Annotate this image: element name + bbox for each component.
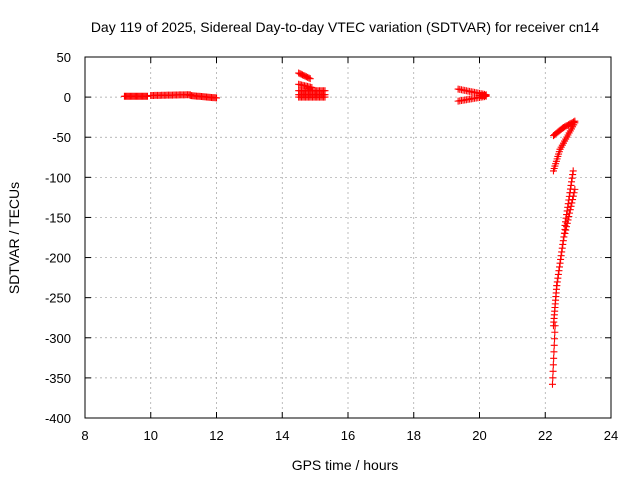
data-point — [570, 189, 578, 197]
data-point — [482, 92, 490, 100]
data-points — [120, 69, 579, 388]
data-point — [550, 348, 558, 356]
y-tick-label: 0 — [64, 90, 71, 105]
data-point — [551, 328, 559, 336]
grid-lines — [85, 57, 611, 418]
data-point — [571, 119, 579, 127]
data-point — [213, 94, 220, 102]
data-point — [548, 380, 556, 388]
data-point — [565, 213, 573, 221]
y-tick-label: -150 — [45, 210, 71, 225]
data-point — [549, 367, 557, 375]
data-point — [566, 209, 574, 217]
data-point — [571, 185, 579, 193]
y-tick-label: -200 — [45, 251, 71, 266]
data-point — [321, 93, 329, 101]
data-point — [564, 216, 572, 224]
x-tick-label: 8 — [81, 428, 88, 443]
data-point — [549, 361, 557, 369]
data-point — [562, 226, 570, 234]
y-tick-label: 50 — [57, 50, 71, 65]
data-point — [563, 219, 571, 227]
y-tick-label: -100 — [45, 170, 71, 185]
data-point — [568, 199, 576, 207]
x-tick-label: 14 — [275, 428, 289, 443]
x-tick-label: 10 — [144, 428, 158, 443]
data-point — [569, 192, 577, 200]
x-tick-label: 12 — [209, 428, 223, 443]
x-tick-label: 24 — [604, 428, 618, 443]
x-tick-label: 22 — [538, 428, 552, 443]
x-tick-labels: 8 10 12 14 16 18 20 22 24 — [81, 428, 618, 443]
data-point — [306, 75, 314, 83]
x-tick-label: 16 — [341, 428, 355, 443]
data-point — [566, 206, 574, 214]
data-point — [567, 202, 575, 210]
data-point — [549, 374, 557, 382]
y-tick-label: -50 — [52, 130, 71, 145]
y-tick-labels: 50 0 -50 -100 -150 -200 -250 -300 -350 -400 — [45, 50, 71, 426]
y-tick-label: -350 — [45, 371, 71, 386]
data-point — [569, 196, 577, 204]
data-point — [143, 92, 151, 100]
y-tick-label: -400 — [45, 411, 71, 426]
axis-ticks — [84, 56, 612, 419]
x-axis-label: GPS time / hours — [292, 457, 399, 473]
y-tick-label: -300 — [45, 331, 71, 346]
data-point — [550, 354, 558, 362]
data-point — [551, 322, 559, 330]
chart-title: Day 119 of 2025, Sidereal Day-to-day VTE… — [91, 19, 600, 35]
data-point — [551, 335, 559, 343]
data-point — [550, 341, 558, 349]
x-tick-label: 18 — [407, 428, 421, 443]
x-tick-label: 20 — [472, 428, 486, 443]
y-axis-label: SDTVAR / TECUs — [6, 182, 22, 294]
y-tick-label: -250 — [45, 291, 71, 306]
data-point — [305, 74, 313, 82]
